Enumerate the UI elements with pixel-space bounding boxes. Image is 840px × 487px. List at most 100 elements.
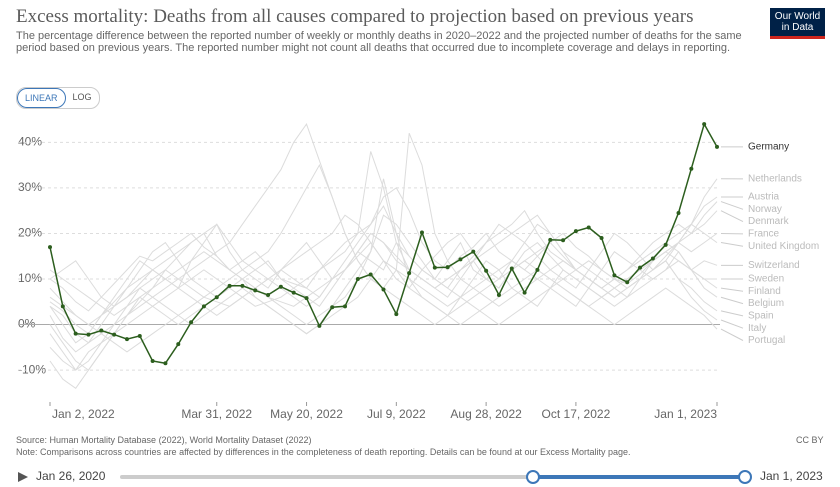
- data-point: [368, 272, 373, 277]
- data-point: [137, 333, 142, 338]
- legend-label: Switzerland: [748, 260, 800, 271]
- data-point: [330, 305, 335, 310]
- legend-label: Spain: [748, 311, 774, 322]
- data-point: [663, 242, 668, 247]
- legend-label: United Kingdom: [748, 241, 819, 252]
- series-line: [49, 122, 718, 365]
- legend-connector: [720, 319, 744, 329]
- data-point: [291, 290, 296, 295]
- x-tick-label: Oct 17, 2022: [542, 407, 611, 421]
- legend-connector: [720, 201, 744, 210]
- data-point: [99, 328, 104, 333]
- legend-label: Austria: [748, 192, 780, 203]
- legend-label: France: [748, 229, 780, 240]
- data-point: [214, 295, 219, 300]
- x-tick-label: Mar 31, 2022: [181, 407, 252, 421]
- data-point: [394, 312, 399, 317]
- data-point: [548, 237, 553, 242]
- legend-label: Norway: [748, 204, 782, 215]
- data-point: [60, 304, 65, 309]
- y-tick-label: -10%: [18, 362, 46, 376]
- legend-label: Italy: [748, 323, 766, 334]
- y-tick-label: 10%: [18, 271, 42, 285]
- data-point: [189, 320, 194, 325]
- data-point: [86, 332, 91, 337]
- data-point: [638, 265, 643, 270]
- data-point: [176, 342, 181, 347]
- y-tick-label: 0%: [18, 317, 36, 331]
- data-point: [432, 265, 437, 270]
- series-line: [49, 223, 718, 326]
- data-point: [445, 265, 450, 270]
- chart-subtitle: The percentage difference between the re…: [16, 30, 742, 54]
- scale-button[interactable]: LOG: [72, 92, 92, 102]
- data-point: [561, 238, 566, 243]
- data-point: [676, 210, 681, 215]
- data-point: [484, 268, 489, 273]
- data-point: [586, 225, 591, 230]
- legend-connector: [720, 210, 744, 223]
- timeline-range: [533, 475, 745, 479]
- legend-label: Netherlands: [748, 174, 802, 185]
- legend-label: Finland: [748, 286, 781, 297]
- data-point: [381, 287, 386, 292]
- x-tick-label: Jan 1, 2023: [654, 407, 717, 421]
- data-point: [304, 296, 309, 301]
- data-point: [253, 288, 258, 293]
- data-point: [715, 144, 719, 149]
- x-tick-label: Jul 9, 2022: [367, 407, 426, 421]
- logo[interactable]: Our World in Data: [770, 8, 825, 39]
- data-point: [343, 304, 348, 309]
- play-button[interactable]: [18, 472, 28, 482]
- legend-label: Denmark: [748, 216, 790, 227]
- source: Source: Human Mortality Database (2022),…: [16, 435, 312, 445]
- scale-button[interactable]: LINEAR: [17, 88, 66, 108]
- data-point: [240, 283, 245, 288]
- data-point: [612, 273, 617, 278]
- legend-label: Germany: [748, 142, 789, 153]
- data-point: [625, 280, 630, 285]
- legend-connector: [720, 296, 744, 305]
- data-point: [73, 331, 78, 336]
- data-point: [650, 256, 655, 261]
- legend-label: Sweden: [748, 274, 784, 285]
- data-point: [496, 292, 501, 297]
- y-tick-label: 30%: [18, 180, 42, 194]
- license: CC BY: [796, 435, 824, 445]
- data-point: [573, 229, 578, 234]
- note: Note: Comparisons across countries are a…: [16, 447, 631, 457]
- data-point: [458, 257, 463, 262]
- x-tick-label: Jan 2, 2022: [52, 407, 115, 421]
- y-tick-label: 40%: [18, 135, 42, 149]
- series-line: [49, 178, 718, 389]
- data-point: [702, 122, 707, 127]
- timeline-handle[interactable]: [526, 470, 540, 484]
- data-point: [163, 361, 168, 366]
- data-point: [317, 323, 322, 328]
- data-point: [471, 249, 476, 254]
- timeline-start: Jan 26, 2020: [36, 469, 106, 483]
- data-point: [227, 283, 232, 288]
- data-point: [278, 284, 283, 289]
- legend-label: Belgium: [748, 298, 784, 309]
- legend-connector: [720, 287, 744, 292]
- series-line: [49, 196, 718, 335]
- timeline-handle[interactable]: [738, 470, 752, 484]
- x-tick-label: May 20, 2022: [270, 407, 343, 421]
- legend-label: Portugal: [748, 335, 785, 346]
- scale-toggle: LINEAR LOG: [16, 87, 100, 109]
- data-point: [407, 271, 412, 276]
- legend-connector: [720, 242, 744, 247]
- y-tick-label: 20%: [18, 226, 42, 240]
- logo-line: in Data: [781, 22, 814, 33]
- legend-connector: [720, 310, 744, 317]
- series-line: [49, 201, 718, 353]
- logo-line: Our World: [774, 11, 821, 22]
- data-point: [266, 292, 271, 297]
- timeline-end: Jan 1, 2023: [760, 469, 823, 483]
- legend-connector: [720, 328, 744, 341]
- data-point: [419, 230, 424, 235]
- data-point: [150, 359, 155, 363]
- chart: -10% 0% 10% 20% 30% 40% Jan 2, 2022 Mar 31, 202…: [18, 122, 819, 421]
